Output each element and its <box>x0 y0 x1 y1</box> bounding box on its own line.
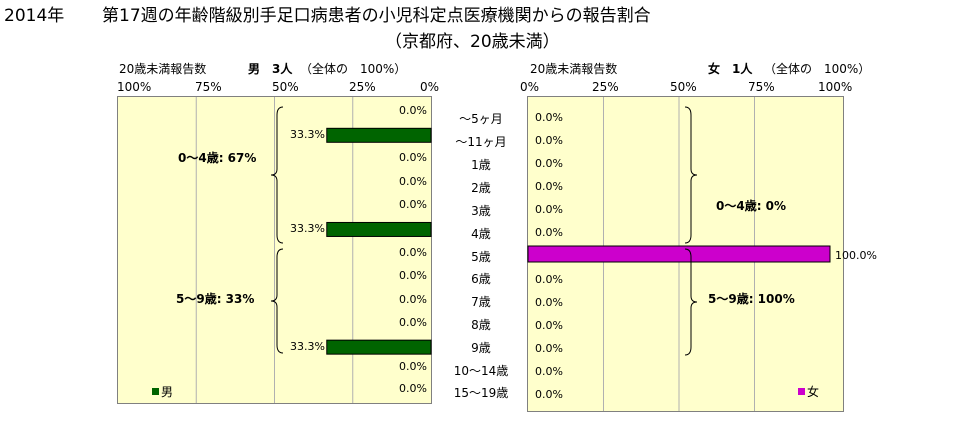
female-value-label: 0.0% <box>535 226 563 239</box>
category-label: ～11ヶ月 <box>455 135 507 149</box>
male-legend-label: 男 <box>161 385 174 399</box>
female-legend: 女 <box>798 383 819 400</box>
category-label: 15～19歳 <box>453 386 509 400</box>
male-legend: 男 <box>152 383 173 400</box>
male-group-brace-5-9 <box>270 248 284 354</box>
title-subtitle: （京都府、20歳未満） <box>385 32 560 52</box>
category-label: 7歳 <box>471 295 491 309</box>
right-header-note: （全体の 100%） <box>764 62 871 76</box>
male-value-label: 33.3% <box>290 222 325 235</box>
category-label: 9歳 <box>471 341 491 355</box>
chart-title: 2014年 第17週の年齢階級別手足口病患者の小児科定点医療機関からの報告割合 … <box>0 2 968 58</box>
category-label: 6歳 <box>471 272 491 286</box>
right-header-label: 20歳未満報告数 <box>530 62 618 76</box>
left-tick-label: 50% <box>272 80 299 94</box>
male-group-label-0-4: 0～4歳: 67% <box>178 151 257 165</box>
male-value-label: 0.0% <box>399 269 427 282</box>
female-value-label: 0.0% <box>535 365 563 378</box>
female-value-label: 100.0% <box>835 249 877 262</box>
age-category-labels: ～5ヶ月 ～11ヶ月 1歳 2歳 3歳 4歳 5歳 6歳 7歳 8歳 9歳 10… <box>440 96 522 410</box>
right-tick-label: 75% <box>748 80 775 94</box>
title-main: 第17週の年齢階級別手足口病患者の小児科定点医療機関からの報告割合 <box>102 6 651 26</box>
male-group-brace-0-4 <box>270 106 284 244</box>
male-value-label: 33.3% <box>290 128 325 141</box>
female-bar <box>527 245 831 263</box>
male-plot-area: 0.0% 33.3% 0.0% 0.0% 0.0% 33.3% 0.0% 0.0… <box>117 96 432 404</box>
female-bar-chart <box>527 97 831 411</box>
category-label: 8歳 <box>471 318 491 332</box>
male-value-label: 0.0% <box>399 198 427 211</box>
male-bar <box>326 127 432 143</box>
category-label: 10～14歳 <box>453 364 509 378</box>
male-value-label: 0.0% <box>399 360 427 373</box>
male-value-label: 33.3% <box>290 340 325 353</box>
female-value-label: 0.0% <box>535 111 563 124</box>
female-group-brace-0-4 <box>684 106 698 244</box>
male-value-label: 0.0% <box>399 175 427 188</box>
female-value-label: 0.0% <box>535 273 563 286</box>
female-value-label: 0.0% <box>535 134 563 147</box>
right-header-value: 女 1人 <box>708 62 753 76</box>
male-bar <box>326 221 432 237</box>
male-value-label: 0.0% <box>399 382 427 395</box>
left-header-note: （全体の 100%） <box>300 62 407 76</box>
right-tick-label: 25% <box>592 80 619 94</box>
male-value-label: 0.0% <box>399 293 427 306</box>
female-value-label: 0.0% <box>535 203 563 216</box>
female-value-label: 0.0% <box>535 342 563 355</box>
female-value-label: 0.0% <box>535 296 563 309</box>
category-label: 5歳 <box>471 250 491 264</box>
female-group-brace-5-9 <box>684 248 698 356</box>
category-label: 4歳 <box>471 227 491 241</box>
male-value-label: 0.0% <box>399 316 427 329</box>
female-plot-area: 0.0% 0.0% 0.0% 0.0% 0.0% 0.0% 100.0% 0.0… <box>527 96 877 412</box>
right-tick-label: 50% <box>670 80 697 94</box>
left-tick-label: 0% <box>420 80 440 94</box>
category-label: 1歳 <box>471 158 491 172</box>
female-group-label-5-9: 5～9歳: 100% <box>708 292 795 306</box>
left-header-value: 男 3人 <box>248 62 293 76</box>
male-legend-swatch <box>152 388 159 395</box>
female-value-label: 0.0% <box>535 157 563 170</box>
male-value-label: 0.0% <box>399 246 427 259</box>
female-legend-swatch <box>798 388 805 395</box>
female-value-label: 0.0% <box>535 388 563 401</box>
category-label: ～5ヶ月 <box>459 112 503 126</box>
left-tick-label: 75% <box>195 80 222 94</box>
male-group-label-5-9: 5～9歳: 33% <box>176 292 255 306</box>
right-tick-label: 0% <box>520 80 540 94</box>
right-tick-label: 100% <box>818 80 853 94</box>
male-bar <box>326 339 432 355</box>
female-legend-label: 女 <box>807 385 820 399</box>
male-value-label: 0.0% <box>399 104 427 117</box>
category-label: 3歳 <box>471 204 491 218</box>
female-value-label: 0.0% <box>535 180 563 193</box>
male-value-label: 0.0% <box>399 151 427 164</box>
female-value-label: 0.0% <box>535 319 563 332</box>
left-tick-label: 100% <box>117 80 152 94</box>
female-group-label-0-4: 0～4歳: 0% <box>716 199 787 213</box>
male-bar-chart <box>195 97 432 403</box>
title-year: 2014年 <box>4 6 65 26</box>
left-tick-label: 25% <box>349 80 376 94</box>
left-header-label: 20歳未満報告数 <box>119 62 207 76</box>
category-label: 2歳 <box>471 181 491 195</box>
